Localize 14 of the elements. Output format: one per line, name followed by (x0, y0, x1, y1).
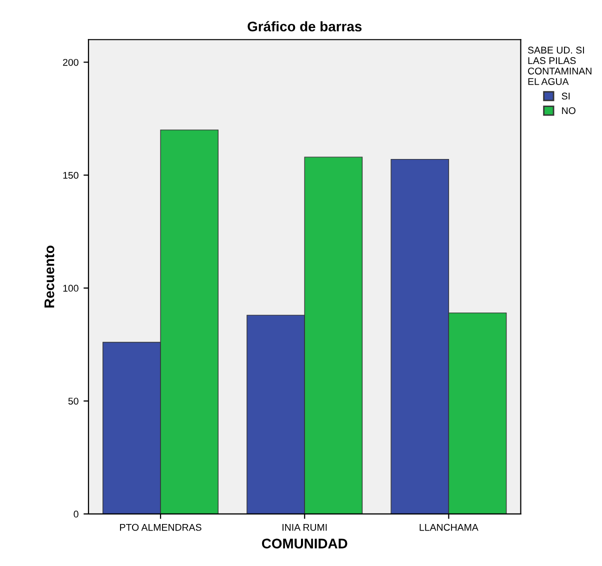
x-axis-title: COMUNIDAD (262, 538, 348, 548)
legend-title: SABE UD. SI LAS PILAS CONTAMINAN EL AGUA (528, 46, 592, 85)
y-tick-label: 150 (63, 172, 78, 179)
x-tick-label: INIA RUMI (282, 524, 327, 531)
legend-label: NO (562, 107, 576, 114)
x-tick-label: LLANCHAMA (420, 524, 478, 531)
x-tick-label: PTO ALMENDRAS (120, 524, 202, 531)
y-axis-title: Recuento (44, 246, 54, 308)
y-tick-label: 0 (74, 510, 78, 518)
chart-title: Gráfico de barras (248, 21, 362, 32)
y-tick-label: 200 (63, 58, 78, 66)
legend-label: SI (562, 92, 570, 100)
y-tick-label: 50 (68, 398, 78, 405)
y-tick-label: 100 (63, 284, 78, 292)
